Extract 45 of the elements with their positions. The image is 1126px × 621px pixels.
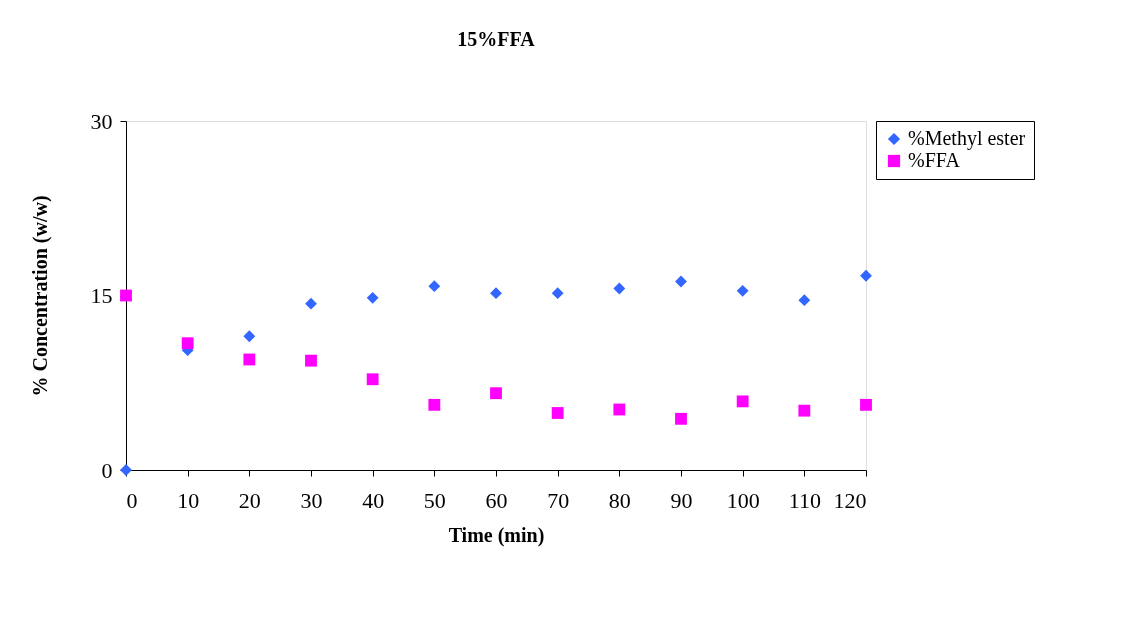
point (798, 404, 811, 417)
point (428, 398, 441, 411)
legend-label: %FFA (908, 149, 961, 171)
x-axis-title: Time (min) (448, 523, 545, 547)
legend-label: %Methyl ester (908, 127, 1026, 150)
point (181, 337, 194, 350)
point (243, 353, 256, 366)
x-tick-label: 60 (485, 487, 508, 513)
y-tick-label: 0 (101, 457, 113, 483)
point (736, 284, 749, 297)
x-tick-label: 20 (238, 487, 261, 513)
point (305, 297, 317, 310)
point (120, 289, 132, 302)
x-tick-label: 120 (833, 487, 867, 513)
y-tick-label: 30 (90, 108, 113, 134)
x-tick-label: 0 (126, 487, 138, 513)
x-tick-label: 40 (362, 487, 385, 513)
x-tick-label: 100 (726, 487, 760, 513)
y-axis-title: % Concentration (w/w) (28, 195, 52, 397)
point (243, 330, 256, 343)
point (551, 287, 564, 300)
point (613, 282, 626, 295)
point (366, 291, 379, 304)
x-tick-label: 90 (670, 487, 693, 513)
point (860, 269, 872, 282)
point (490, 387, 502, 400)
point (366, 373, 379, 386)
x-tick-label: 110 (788, 487, 821, 513)
point (798, 294, 811, 307)
point (551, 407, 564, 419)
x-tick-label: 80 (608, 487, 631, 513)
point (613, 403, 626, 416)
point (736, 395, 749, 408)
point (675, 412, 687, 425)
point (305, 354, 317, 367)
x-tick-label: 70 (547, 487, 570, 513)
y-tick-label: 15 (90, 283, 113, 308)
point (860, 398, 872, 411)
x-tick-label: 50 (423, 487, 446, 513)
x-tick-label: 10 (177, 487, 200, 513)
x-tick-label: 30 (300, 487, 323, 513)
point (490, 287, 502, 300)
point (428, 280, 441, 293)
chart-title: 15%FFA (457, 28, 536, 50)
point (675, 275, 687, 288)
